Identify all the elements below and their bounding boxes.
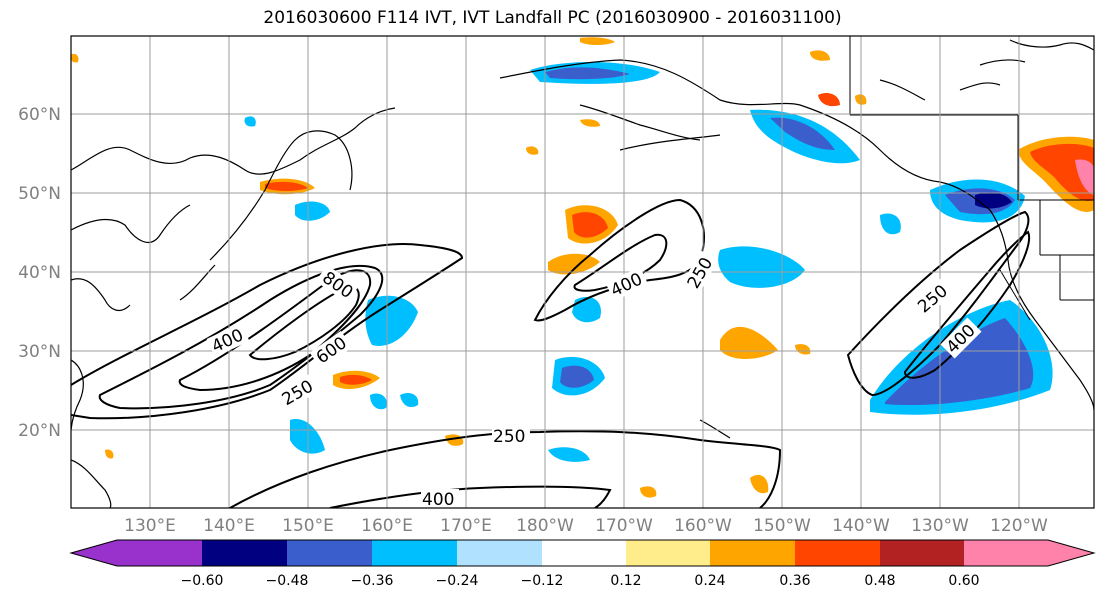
- colorbar-tick-label: −0.12: [521, 573, 564, 589]
- colorbar-tick-label: 0.60: [948, 573, 979, 589]
- colorbar-tick-label: −0.36: [351, 573, 394, 589]
- colorbar-tick-label: 0.48: [864, 573, 895, 589]
- lat-label-30n: 30°N: [18, 342, 61, 362]
- colorbar-segment: [372, 540, 457, 566]
- lat-label-40n: 40°N: [18, 263, 61, 283]
- colorbar-segment: [542, 540, 626, 566]
- colorbar-tick-label: −0.48: [266, 573, 309, 589]
- lon-label-160e: 160°E: [361, 516, 413, 536]
- lat-label-60n: 60°N: [18, 105, 61, 125]
- map-title: 2016030600 F114 IVT, IVT Landfall PC (20…: [263, 8, 842, 28]
- colorbar-segment: [795, 540, 880, 566]
- colorbar-segment-extend-min: [71, 540, 202, 566]
- lon-label-140e: 140°E: [203, 516, 255, 536]
- map-frame: [70, 35, 1095, 509]
- lon-label-170e: 170°E: [440, 516, 492, 536]
- colorbar-segment: [626, 540, 710, 566]
- longitude-labels: 130°E 140°E 150°E 160°E 170°E 180°W 170°…: [124, 516, 1048, 536]
- coastlines: [71, 39, 1094, 508]
- colorbar-segment: [457, 540, 542, 566]
- lon-label-120w: 120°W: [990, 516, 1048, 536]
- contour-label-250-south: 250: [493, 427, 525, 447]
- colorbar-segment: [287, 540, 372, 566]
- lon-label-150w: 150°W: [753, 516, 811, 536]
- lon-label-130e: 130°E: [124, 516, 176, 536]
- colorbar-tick-label: −0.24: [436, 573, 479, 589]
- lat-label-50n: 50°N: [18, 184, 61, 204]
- colorbar-tick-label: −0.60: [181, 573, 224, 589]
- colorbar-outline: [69, 539, 1096, 567]
- colorbar-tick-label: 0.36: [779, 573, 810, 589]
- lon-label-160w: 160°W: [674, 516, 732, 536]
- lon-label-180w: 180°W: [516, 516, 574, 536]
- lon-label-170w: 170°W: [595, 516, 653, 536]
- colorbar-tick-label: 0.24: [694, 573, 725, 589]
- lon-label-130w: 130°W: [911, 516, 969, 536]
- political-borders: [849, 36, 1094, 321]
- colorbar-segment-extend-max: [964, 540, 1094, 566]
- colorbar-segment: [880, 540, 964, 566]
- lat-label-20n: 20°N: [18, 421, 61, 441]
- colorbar-tick-label: 0.12: [610, 573, 641, 589]
- contour-label-400-south: 400: [422, 490, 454, 510]
- lon-label-150e: 150°E: [282, 516, 334, 536]
- colorbar-segment: [202, 540, 287, 566]
- colorbar: −0.60 −0.48 −0.36 −0.24 −0.12 0.12 0.24 …: [69, 539, 1096, 589]
- graticule: [71, 36, 1094, 508]
- latitude-labels: 60°N 50°N 40°N 30°N 20°N: [18, 105, 61, 441]
- colorbar-segment: [710, 540, 795, 566]
- lon-label-140w: 140°W: [832, 516, 890, 536]
